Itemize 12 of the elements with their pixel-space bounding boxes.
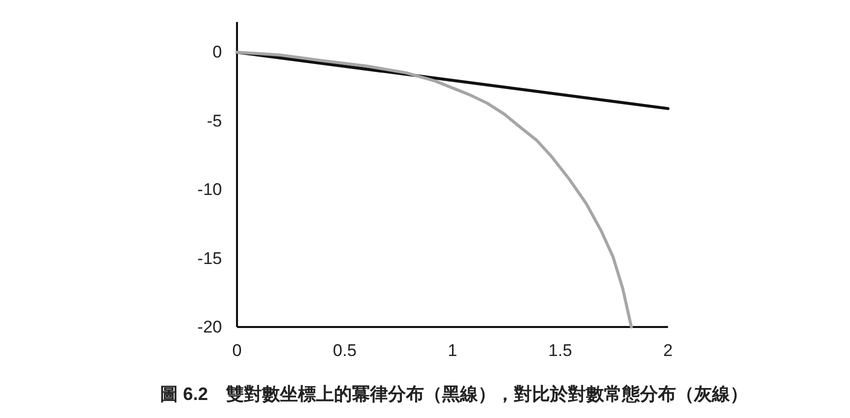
x-tick-label: 2: [663, 341, 673, 360]
y-tick-label: -5: [206, 111, 222, 130]
y-tick-label: -20: [197, 318, 222, 336]
y-tick-label: -15: [197, 248, 222, 268]
y-tick-label: 0: [212, 42, 222, 62]
x-tick-label: 0: [232, 341, 242, 360]
x-tick-label: 1: [448, 341, 458, 360]
y-tick-label: -10: [197, 180, 222, 200]
caption: 圖 6.2 雙對數坐標上的冪律分布（黑線），對比於對數常態分布（灰線）: [160, 384, 748, 404]
x-tick-label: 1.5: [548, 341, 572, 360]
line-series: [236, 50, 633, 328]
x-tick-label: 0.5: [332, 341, 357, 360]
